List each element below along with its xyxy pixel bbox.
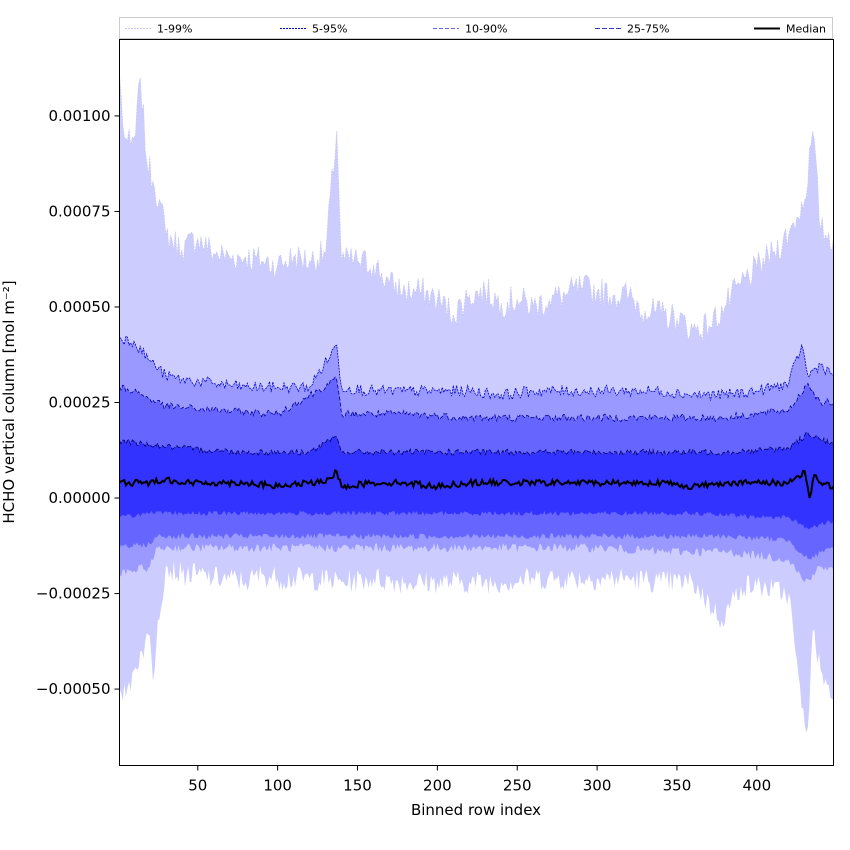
band-upper-line-1-99 (119, 73, 834, 343)
band-upper-line-25-75 (119, 431, 834, 457)
x-tick-label: 200 (423, 777, 452, 795)
y-tick-label: 0.00025 (48, 394, 110, 412)
x-tick-label: 250 (503, 777, 532, 795)
y-tick-label: 0.00100 (48, 107, 110, 125)
x-axis: 50 100 150 200 250 300 350 400 (188, 765, 772, 795)
y-tick-label: −0.00050 (36, 680, 111, 698)
legend-frame (119, 17, 833, 39)
legend: 1-99% 5-95% 10-90% 25-75% Median (119, 17, 833, 39)
band-layer (119, 73, 834, 733)
line-layer (118, 73, 835, 499)
y-tick-label: 0.00075 (48, 202, 110, 220)
y-tick-label: −0.00025 (36, 585, 111, 603)
legend-label: Median (786, 23, 826, 36)
legend-label: 10-90% (465, 23, 507, 36)
x-tick-label: 150 (343, 777, 372, 795)
median-line (118, 469, 835, 499)
x-axis-title: Binned row index (411, 801, 541, 819)
x-tick-label: 100 (263, 777, 292, 795)
band-upper-line-5-95 (119, 335, 834, 401)
y-axis: −0.00050 −0.00025 0.00000 0.00025 0.00050 0.0… (36, 107, 120, 698)
x-tick-label: 300 (583, 777, 612, 795)
legend-label: 25-75% (627, 23, 669, 36)
y-axis-title: HCHO vertical column [mol m⁻²] (0, 280, 18, 523)
legend-label: 5-95% (312, 23, 347, 36)
y-tick-label: 0.00050 (48, 298, 110, 316)
band-upper-line-10-90 (119, 376, 834, 423)
x-tick-label: 50 (188, 777, 207, 795)
y-tick-label: 0.00000 (48, 489, 110, 507)
x-tick-label: 350 (663, 777, 692, 795)
legend-label: 1-99% (157, 23, 192, 36)
x-tick-label: 400 (743, 777, 772, 795)
